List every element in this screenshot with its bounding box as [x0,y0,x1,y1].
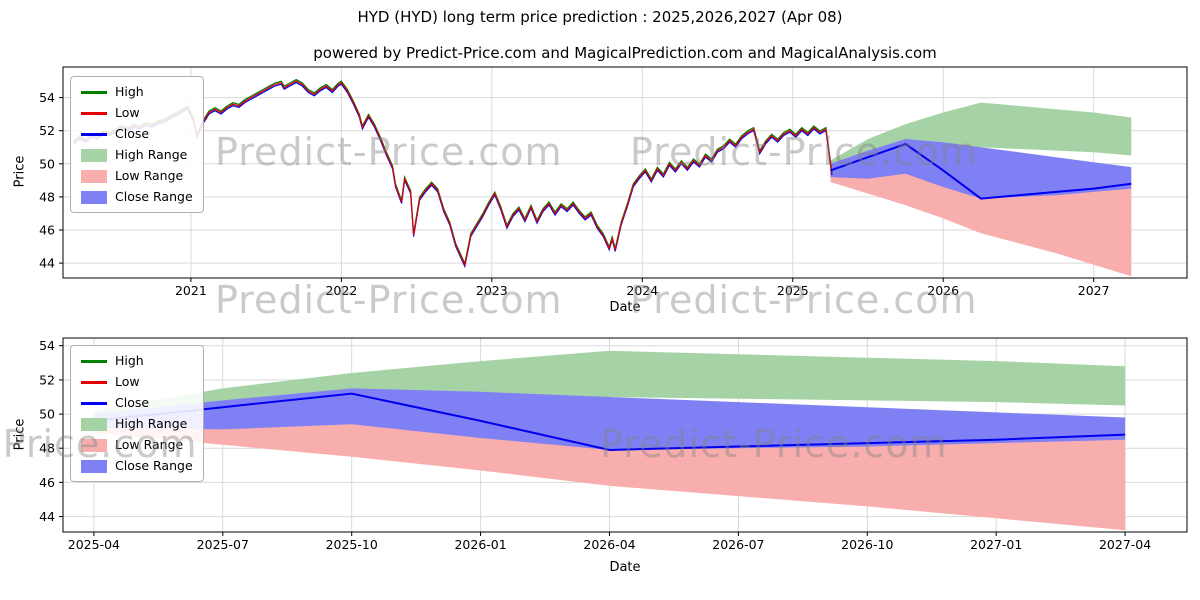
low-range-area [830,168,1132,277]
legend-item-low: Low [81,105,193,121]
legend-patch-swatch [81,459,107,473]
plot-border [62,337,1188,533]
legend-line-swatch [81,111,107,115]
x-tick-label: 2026-10 [841,537,893,552]
x-tick-label: 2027-04 [1099,537,1151,552]
x-tick-label: 2025-10 [326,537,378,552]
legend-item-close: Close [81,126,193,142]
legend-item-close: Close [81,395,193,411]
legend-item-high: High [81,84,193,100]
y-tick-label: 48 [39,189,55,204]
close-range-area [830,139,1132,199]
chart-history-and-forecast: 2021 2022 2023 2024 2025 2026 2027 44 46 48 50 52 54 [39,66,1188,298]
legend-item-low: Low [81,374,193,390]
legend-label: Close [115,126,150,141]
y-tick-label: 46 [39,223,55,238]
y-tick-label: 44 [39,509,55,524]
y-tick-label: 52 [39,123,55,138]
close-prediction-line [830,142,1132,200]
y-axis-label-top: Price [12,155,28,188]
y-tick-label: 44 [39,256,55,271]
x-tick-label: 2022 [325,283,357,298]
close-prediction-line [93,392,1126,452]
legend-item-close-range: Close Range [81,458,193,474]
x-tick-label: 2024 [626,283,658,298]
legend-line-swatch [81,359,107,363]
x-tick-label: 2026-07 [712,537,764,552]
x-tick-label: 2025-07 [197,537,249,552]
y-tick-label: 54 [39,90,55,105]
legend-line-swatch [81,401,107,405]
legend-label: Close [115,395,150,410]
y-tick-label: 46 [39,475,55,490]
legend-bottom-chart: High Low Close High Range Low Range Close Ran… [70,345,204,482]
high-range-area [830,102,1132,168]
legend-label: High Range [115,147,188,162]
legend-patch-swatch [81,417,107,431]
x-tick-label: 2027-01 [970,537,1022,552]
legend-label: Low [115,374,140,389]
chart-forecast-detail: 2025-04 2025-07 2025-10 2026-01 2026-04 2026-… [39,337,1188,552]
close-range-area [93,388,1126,450]
y-axis-label-bottom: Price [12,418,28,451]
high-range-area [93,350,1126,418]
legend-patch-swatch [81,148,107,162]
legend-label: High [115,84,144,99]
x-tick-label: 2027 [1078,283,1110,298]
y-tick-label: 48 [39,441,55,456]
y-tick-label: 50 [39,407,55,422]
y-tick-label: 54 [39,338,55,353]
x-axis-label-top: Date [609,300,641,315]
legend-patch-swatch [81,438,107,452]
page-title: HYD (HYD) long term price prediction : 2… [357,8,843,26]
legend-label: Low [115,105,140,120]
legend-label: Close Range [115,458,193,473]
legend-item-high-range: High Range [81,416,193,432]
legend-line-swatch [81,90,107,94]
legend-label: Close Range [115,189,193,204]
y-tick-label: 52 [39,372,55,387]
legend-patch-swatch [81,169,107,183]
x-tick-label: 2025 [777,283,809,298]
plot-border [62,66,1188,279]
chart-subtitle: powered by Predict-Price.com and Magical… [313,44,937,62]
legend-line-swatch [81,132,107,136]
legend-label: Low Range [115,437,184,452]
legend-item-high: High [81,353,193,369]
x-tick-label: 2026 [927,283,959,298]
legend-item-low-range: Low Range [81,168,193,184]
x-tick-label: 2025-04 [68,537,120,552]
legend-item-high-range: High Range [81,147,193,163]
x-axis-label-bottom: Date [609,560,641,575]
x-tick-label: 2026-01 [454,537,506,552]
y-tick-label: 50 [39,156,55,171]
x-tick-label: 2023 [476,283,508,298]
x-tick-label: 2026-04 [583,537,635,552]
legend-label: High [115,353,144,368]
legend-line-swatch [81,380,107,384]
legend-item-close-range: Close Range [81,189,193,205]
legend-item-low-range: Low Range [81,437,193,453]
legend-patch-swatch [81,190,107,204]
x-tick-label: 2021 [175,283,207,298]
legend-top-chart: High Low Close High Range Low Range Close Ran… [70,76,204,213]
legend-label: Low Range [115,168,184,183]
low-range-area [93,419,1126,531]
legend-label: High Range [115,416,188,431]
